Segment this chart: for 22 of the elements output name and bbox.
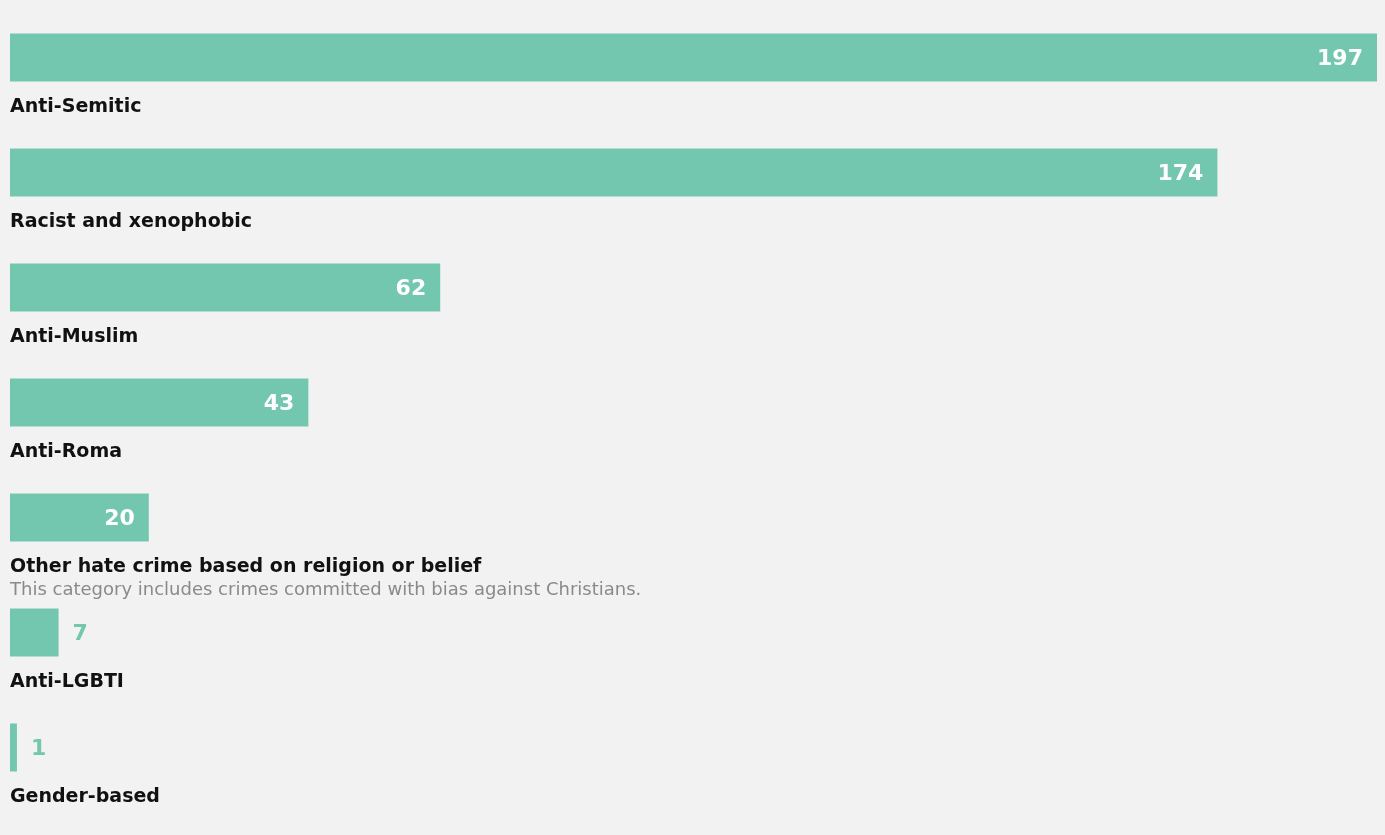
bar	[10, 608, 59, 657]
y-tick-label: Racist and xenophobic	[10, 209, 253, 231]
data-label: 174	[1157, 160, 1204, 185]
data-label: 43	[263, 390, 295, 415]
bar	[10, 493, 149, 542]
bar	[10, 723, 17, 772]
y-tick-label: Anti-Semitic	[10, 94, 142, 116]
bar	[10, 378, 309, 427]
y-tick-label: Anti-LGBTI	[10, 669, 124, 691]
bar	[10, 148, 1218, 197]
data-label: 197	[1317, 45, 1363, 70]
data-label: 62	[395, 275, 427, 300]
y-tick-label: Other hate crime based on religion or belief	[10, 554, 483, 576]
y-tick-label: Anti-Roma	[10, 439, 123, 461]
data-label: 20	[104, 505, 135, 530]
bar	[10, 263, 441, 312]
y-tick-label: Gender-based	[10, 784, 160, 806]
data-label: 1	[30, 735, 47, 760]
bar	[10, 33, 1377, 82]
data-label: 7	[72, 620, 88, 645]
y-tick-label: Anti-Muslim	[10, 324, 139, 346]
annotation: This category includes crimes committed with bias against Christians.	[9, 578, 642, 599]
